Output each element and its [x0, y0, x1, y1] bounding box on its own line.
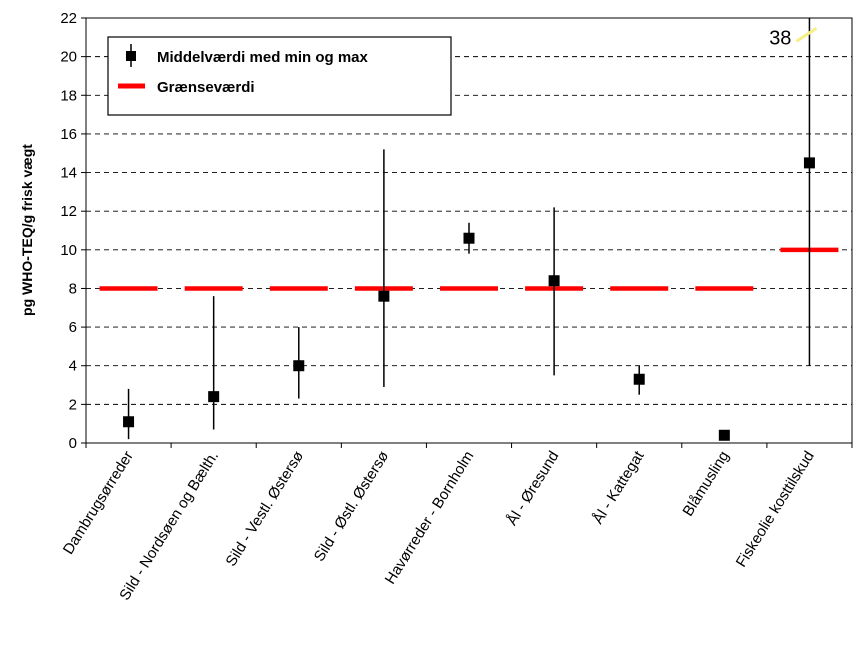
mean-marker — [633, 373, 645, 385]
y-tick-label: 8 — [69, 280, 77, 297]
mean-marker — [293, 360, 305, 372]
x-category-label: Sild - Vestl. Østersø — [223, 448, 308, 569]
y-tick-label: 12 — [60, 203, 77, 220]
mean-marker — [208, 391, 220, 403]
x-category-label: Blåmusling — [679, 448, 732, 519]
y-axis-label: pg WHO-TEQ/g frisk vægt — [19, 144, 35, 316]
x-category-label: Sild - Nordsøen og Bælth. — [116, 448, 222, 603]
y-tick-label: 6 — [69, 319, 77, 336]
mean-marker — [548, 275, 560, 287]
y-tick-label: 2 — [69, 396, 77, 413]
legend-label-mean: Middelværdi med min og max — [157, 49, 369, 66]
x-category-label: Havørreder - Bornholm — [382, 448, 478, 587]
legend-square-marker-icon — [126, 51, 136, 61]
mean-marker — [123, 416, 135, 428]
y-tick-label: 14 — [60, 165, 77, 182]
annotation-label: 38 — [769, 27, 791, 49]
mean-marker — [718, 429, 730, 441]
x-category-label: Sild - Østl. Østersø — [311, 448, 393, 564]
y-tick-label: 16 — [60, 126, 77, 143]
y-tick-label: 0 — [69, 435, 77, 452]
plot-frame — [85, 17, 853, 444]
x-category-label: Ål - Kattegat — [589, 447, 648, 527]
legend-box — [107, 36, 452, 116]
legend: Middelværdi med min og max Grænseværdi — [107, 36, 452, 116]
legend-label-limit: Grænseværdi — [157, 79, 255, 96]
x-category-label: Ål - Øresund — [503, 448, 562, 528]
y-tick-label: 20 — [60, 49, 77, 66]
x-category-label: Fiskeolie kosttilskud — [733, 448, 818, 570]
axis-break-mark — [795, 27, 818, 43]
y-tick-label: 4 — [69, 358, 77, 375]
y-tick-label: 22 — [60, 10, 77, 27]
y-tick-label: 10 — [60, 242, 77, 259]
y-tick-label: 18 — [60, 87, 77, 104]
mean-marker — [803, 157, 815, 169]
mean-marker — [463, 232, 475, 244]
x-category-label: Dambrugsørreder — [60, 448, 137, 557]
mean-marker — [378, 290, 390, 302]
